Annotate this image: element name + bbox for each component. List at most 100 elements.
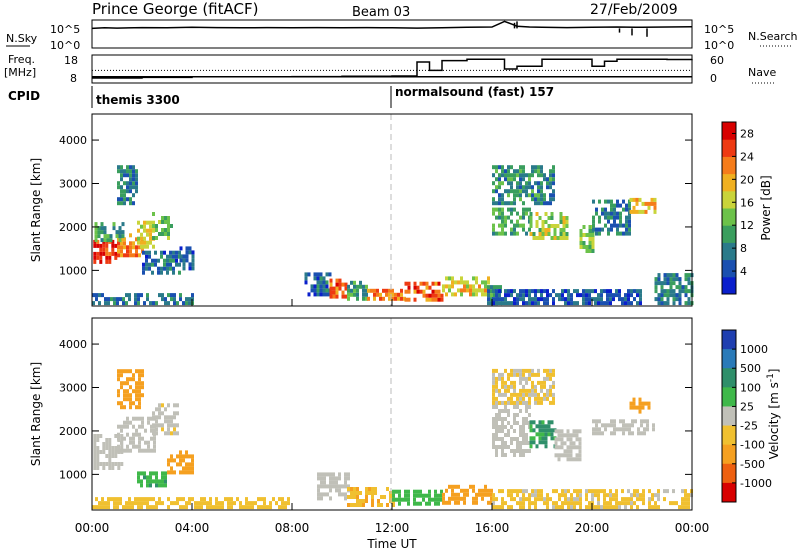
heat-cell (425, 293, 429, 298)
heat-cell (565, 224, 569, 228)
heat-cell (117, 241, 120, 246)
heat-cell (263, 497, 266, 502)
heat-cell (469, 484, 472, 489)
heat-cell (188, 466, 191, 471)
heat-cell (663, 277, 667, 282)
heat-cell (532, 232, 536, 236)
heat-cell (100, 226, 104, 231)
heat-cell (579, 237, 583, 241)
heat-cell (341, 492, 344, 497)
heat-cell (164, 471, 167, 476)
heat-cell (164, 415, 167, 420)
heat-cell (540, 297, 543, 302)
heat-cell (504, 441, 507, 445)
heat-cell (544, 228, 548, 232)
heat-cell (93, 442, 97, 446)
heat-cell (123, 381, 126, 386)
heat-cell (621, 489, 624, 494)
heat-cell (150, 424, 153, 429)
heat-cell (149, 232, 152, 237)
heat-cell (170, 454, 173, 459)
heat-cell (377, 499, 380, 503)
heat-cell (113, 505, 116, 510)
heat-cell (684, 277, 688, 282)
heat-cell (513, 400, 516, 405)
heat-cell (552, 181, 555, 186)
station-title: Prince George (fitACF) (92, 0, 258, 18)
heat-cell (385, 288, 388, 293)
heat-cell (326, 472, 329, 477)
heat-cell (475, 500, 478, 505)
heat-cell (644, 209, 648, 214)
heat-cell (528, 173, 531, 178)
heat-cell (170, 419, 173, 424)
heat-cell (681, 285, 685, 290)
heat-cell (170, 501, 173, 506)
heat-cell (442, 288, 445, 293)
heat-cell (579, 489, 582, 494)
heat-cell (96, 462, 100, 466)
heat-cell (635, 405, 639, 410)
heat-cell (132, 373, 135, 378)
colorbar-tick-label: 4 (740, 265, 747, 278)
heat-cell (495, 201, 498, 206)
heat-cell (531, 392, 534, 397)
heat-cell (534, 193, 537, 198)
heat-cell (170, 415, 173, 420)
heat-cell (150, 416, 153, 421)
heat-cell (513, 223, 516, 228)
heat-cell (663, 489, 666, 494)
heat-cell (528, 177, 531, 182)
heat-cell (131, 505, 134, 510)
heat-cell (624, 293, 627, 298)
heat-cell (96, 239, 100, 244)
heat-cell (549, 293, 552, 298)
heat-cell (112, 226, 116, 231)
heat-cell (97, 230, 101, 235)
heat-cell (106, 234, 110, 239)
heat-cell (347, 503, 350, 507)
heat-cell (629, 209, 633, 214)
heat-cell (350, 487, 353, 491)
heat-cell (549, 497, 552, 502)
heat-cell (96, 466, 100, 470)
heat-cell (215, 497, 218, 502)
heat-cell (597, 505, 600, 510)
heat-cell (507, 169, 510, 174)
heat-cell (475, 276, 478, 281)
heat-cell (134, 293, 137, 298)
heat-cell (493, 285, 496, 290)
heat-cell (329, 294, 333, 299)
heat-cell (501, 219, 504, 224)
heat-cell (373, 288, 376, 293)
heat-cell (543, 497, 546, 502)
heat-cell (525, 405, 528, 409)
heat-cell (440, 489, 443, 494)
heat-cell (353, 491, 356, 495)
heat-cell (353, 284, 356, 289)
heat-cell (188, 470, 191, 475)
heat-cell (93, 438, 97, 442)
heat-cell (546, 392, 549, 397)
heat-cell (565, 220, 569, 224)
heat-cell (167, 236, 170, 240)
heat-cell (513, 189, 516, 194)
heat-cell (98, 505, 101, 510)
heat-cell (561, 293, 564, 298)
heat-cell (422, 493, 425, 498)
heat-cell (176, 423, 179, 428)
heat-cell (484, 288, 487, 293)
heat-cell (353, 487, 356, 491)
heat-cell (610, 431, 613, 436)
colorbar-swatch (722, 139, 736, 157)
heat-cell (469, 288, 472, 293)
heat-cell (182, 254, 186, 259)
heat-cell (531, 189, 534, 194)
heat-cell (501, 417, 504, 421)
heat-cell (516, 413, 519, 417)
heat-cell (507, 433, 510, 437)
heat-cell (454, 492, 457, 497)
heat-cell (556, 236, 560, 240)
heat-cell (563, 449, 567, 454)
heat-cell (528, 193, 531, 198)
